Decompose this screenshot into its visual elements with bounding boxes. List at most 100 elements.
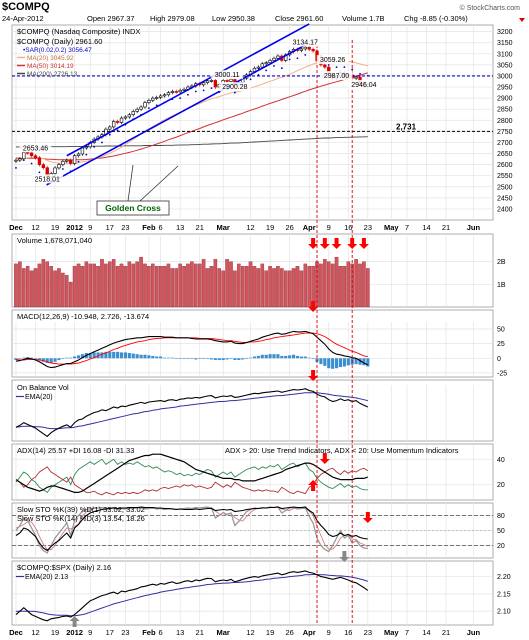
macd-histogram-bar	[299, 356, 303, 359]
macd-histogram-bar	[323, 358, 327, 366]
macd-histogram-bar	[65, 357, 69, 359]
sar-dot	[288, 58, 291, 61]
price-y-tick-label: 2950	[497, 85, 513, 92]
macd-histogram-bar	[307, 357, 311, 359]
sar-dot	[101, 141, 103, 144]
macd-histogram-bar	[334, 358, 339, 369]
x-tick-label-bottom: 19	[266, 628, 274, 637]
sar-dot	[280, 67, 283, 70]
red-down-arrow-icon	[347, 238, 358, 249]
x-tick-label-top: 21	[196, 223, 204, 232]
price-y-tick-label: 3150	[497, 40, 513, 47]
candle-body	[112, 121, 116, 128]
candle-body	[307, 46, 311, 50]
golden-cross-label: Golden Cross	[105, 203, 161, 213]
candle-body	[155, 97, 159, 99]
x-tick-label-bottom: 12	[246, 628, 254, 637]
price-y-tick-label: 3050	[497, 62, 513, 69]
price-y-tick-label: 2650	[497, 151, 513, 158]
relative-ema-legend: EMA(20) 2.13	[25, 574, 68, 581]
x-tick-label-bottom: 26	[285, 628, 293, 637]
candle-body	[166, 92, 171, 96]
macd-histogram-bar	[182, 358, 186, 359]
red-down-arrow-icon	[358, 238, 369, 249]
sar-dot	[93, 145, 96, 148]
macd-histogram-bar	[295, 355, 300, 359]
volume-bar	[182, 266, 186, 308]
price-annotation-bg	[19, 143, 52, 153]
candle-body	[323, 64, 327, 68]
volume-bar	[174, 268, 179, 308]
macd-histogram-bar	[190, 358, 194, 359]
candle-body	[29, 152, 34, 157]
price-y-tick-label: 2400	[497, 206, 513, 213]
price-annotation: 3134.17	[293, 40, 318, 47]
sar-dot	[147, 107, 150, 109]
x-tick-label-bottom: Mar	[217, 628, 230, 637]
macd-y-tick-label: 0	[497, 356, 501, 363]
macd-histogram-bar	[209, 358, 214, 360]
macd-histogram-bar	[151, 355, 155, 359]
volume-bar	[272, 268, 276, 308]
candle-body	[276, 55, 280, 59]
macd-histogram-bar	[241, 358, 245, 360]
grid-layer	[12, 25, 493, 625]
price-y-tick-label: 2600	[497, 162, 513, 169]
candle-body	[264, 62, 268, 65]
macd-histogram-bar	[178, 358, 182, 359]
macd-histogram-bar	[170, 357, 174, 359]
macd-histogram-bar	[358, 358, 362, 365]
candle-body	[61, 160, 65, 165]
sar-dot	[234, 91, 236, 94]
x-tick-label-top: 6	[159, 223, 163, 232]
macd-histogram-bar	[256, 355, 260, 359]
trend-channel-line	[66, 23, 310, 157]
gray-up-arrow-icon	[69, 616, 80, 627]
sar-dot	[359, 72, 361, 75]
price-annotation: 2518.01	[35, 176, 60, 183]
macd-histogram-bar	[73, 356, 77, 359]
volume-bar	[260, 263, 265, 308]
volume-bar	[143, 263, 147, 308]
candle-body	[174, 91, 178, 93]
candle-body	[84, 146, 89, 149]
x-tick-label-top: 19	[266, 223, 274, 232]
sar-dot	[61, 168, 64, 170]
header-low: Low 2950.38	[212, 14, 255, 23]
volume-bar	[45, 261, 50, 308]
volume-bar	[41, 259, 46, 308]
price-legend-ma50: MA(50) 3014.19	[27, 63, 74, 70]
volume-bar	[194, 263, 198, 308]
macd-histogram-bar	[88, 353, 92, 359]
volume-bar	[287, 270, 292, 308]
price-annotation: 3000.11	[215, 72, 240, 79]
volume-bar	[197, 263, 202, 308]
sar-dot	[304, 54, 307, 56]
macd-histogram-bar	[288, 355, 292, 359]
volume-bar	[18, 261, 22, 308]
red-up-arrow-icon	[308, 480, 319, 491]
macd-histogram-bar	[284, 355, 288, 359]
macd-histogram-bar	[346, 358, 350, 366]
macd-histogram-bar	[205, 358, 210, 359]
volume-bar	[139, 256, 143, 308]
macd-histogram-bar	[119, 352, 124, 359]
sar-dot	[108, 133, 111, 136]
trend-channel-line	[46, 44, 306, 186]
candle-body	[268, 60, 272, 63]
x-tick-label-top: 9	[88, 223, 92, 232]
sar-dot	[194, 90, 197, 93]
volume-bar	[209, 266, 214, 308]
x-tick-label-bottom: 12	[31, 628, 39, 637]
volume-bar	[170, 268, 175, 308]
sto-y-tick-label: 20	[497, 543, 505, 550]
sto-y-tick-label: 50	[497, 528, 505, 535]
candle-body	[119, 117, 124, 123]
x-tick-label-bottom: 21	[196, 628, 204, 637]
candle-body	[18, 158, 22, 161]
candle-body	[209, 80, 214, 82]
volume-bar	[358, 263, 362, 308]
macd-histogram-bar	[30, 357, 34, 359]
